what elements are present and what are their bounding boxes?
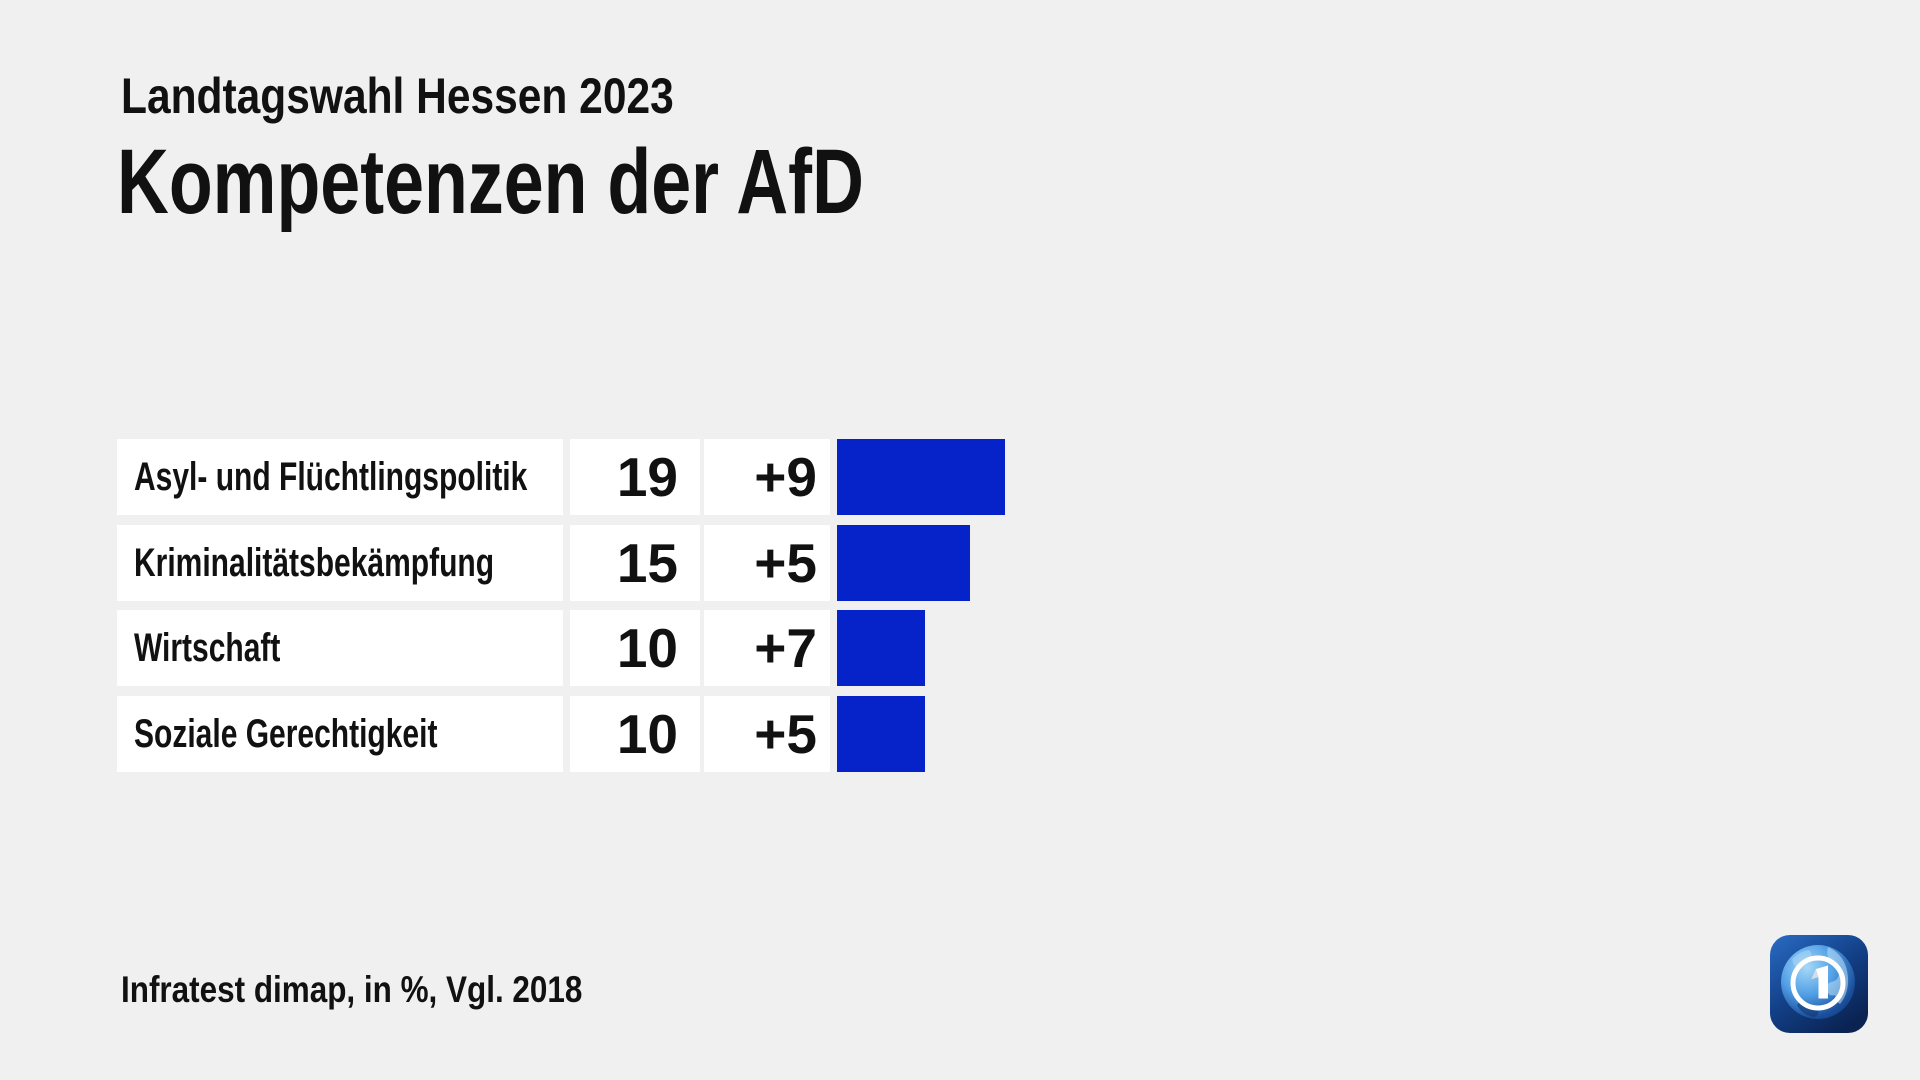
table-row: Soziale Gerechtigkeit 10 +5 — [117, 696, 1217, 772]
row-label-cell: Wirtschaft — [117, 610, 563, 686]
row-value: 10 — [616, 616, 678, 679]
row-diff-cell: +7 — [704, 610, 830, 686]
bar — [837, 696, 925, 772]
row-diff: +9 — [754, 445, 817, 508]
row-label: Wirtschaft — [134, 625, 281, 670]
row-value: 10 — [616, 702, 678, 765]
row-diff-cell: +9 — [704, 439, 830, 515]
row-value-cell: 10 — [570, 696, 700, 772]
bar — [837, 439, 1005, 515]
row-label: Soziale Gerechtigkeit — [134, 711, 438, 756]
page-title: Kompetenzen der AfD — [117, 136, 1075, 228]
row-value: 15 — [616, 531, 678, 594]
row-diff: +5 — [754, 702, 817, 765]
row-label: Kriminalitätsbekämpfung — [134, 540, 495, 585]
row-value: 19 — [616, 445, 678, 508]
row-diff: +7 — [754, 616, 817, 679]
row-label: Asyl- und Flüchtlingspolitik — [134, 454, 528, 499]
bar — [837, 610, 925, 686]
row-value-cell: 19 — [570, 439, 700, 515]
row-diff: +5 — [754, 531, 817, 594]
row-label-cell: Asyl- und Flüchtlingspolitik — [117, 439, 563, 515]
bar — [837, 525, 970, 601]
chart-pretitle: Landtagswahl Hessen 2023 — [121, 71, 771, 121]
ard-globe-icon — [1770, 935, 1868, 1033]
row-value-cell: 10 — [570, 610, 700, 686]
row-diff-cell: +5 — [704, 525, 830, 601]
page-title-text: Kompetenzen der AfD — [117, 131, 864, 233]
source-note-text: Infratest dimap, in %, Vgl. 2018 — [121, 969, 583, 1010]
tagesschau-logo — [1770, 935, 1868, 1033]
row-label-cell: Soziale Gerechtigkeit — [117, 696, 563, 772]
row-value-cell: 15 — [570, 525, 700, 601]
table-row: Asyl- und Flüchtlingspolitik 19 +9 — [117, 439, 1217, 515]
row-label-cell: Kriminalitätsbekämpfung — [117, 525, 563, 601]
table-row: Kriminalitätsbekämpfung 15 +5 — [117, 525, 1217, 601]
chart-pretitle-text: Landtagswahl Hessen 2023 — [121, 68, 674, 124]
table-row: Wirtschaft 10 +7 — [117, 610, 1217, 686]
row-diff-cell: +5 — [704, 696, 830, 772]
source-note: Infratest dimap, in %, Vgl. 2018 — [121, 971, 664, 1008]
